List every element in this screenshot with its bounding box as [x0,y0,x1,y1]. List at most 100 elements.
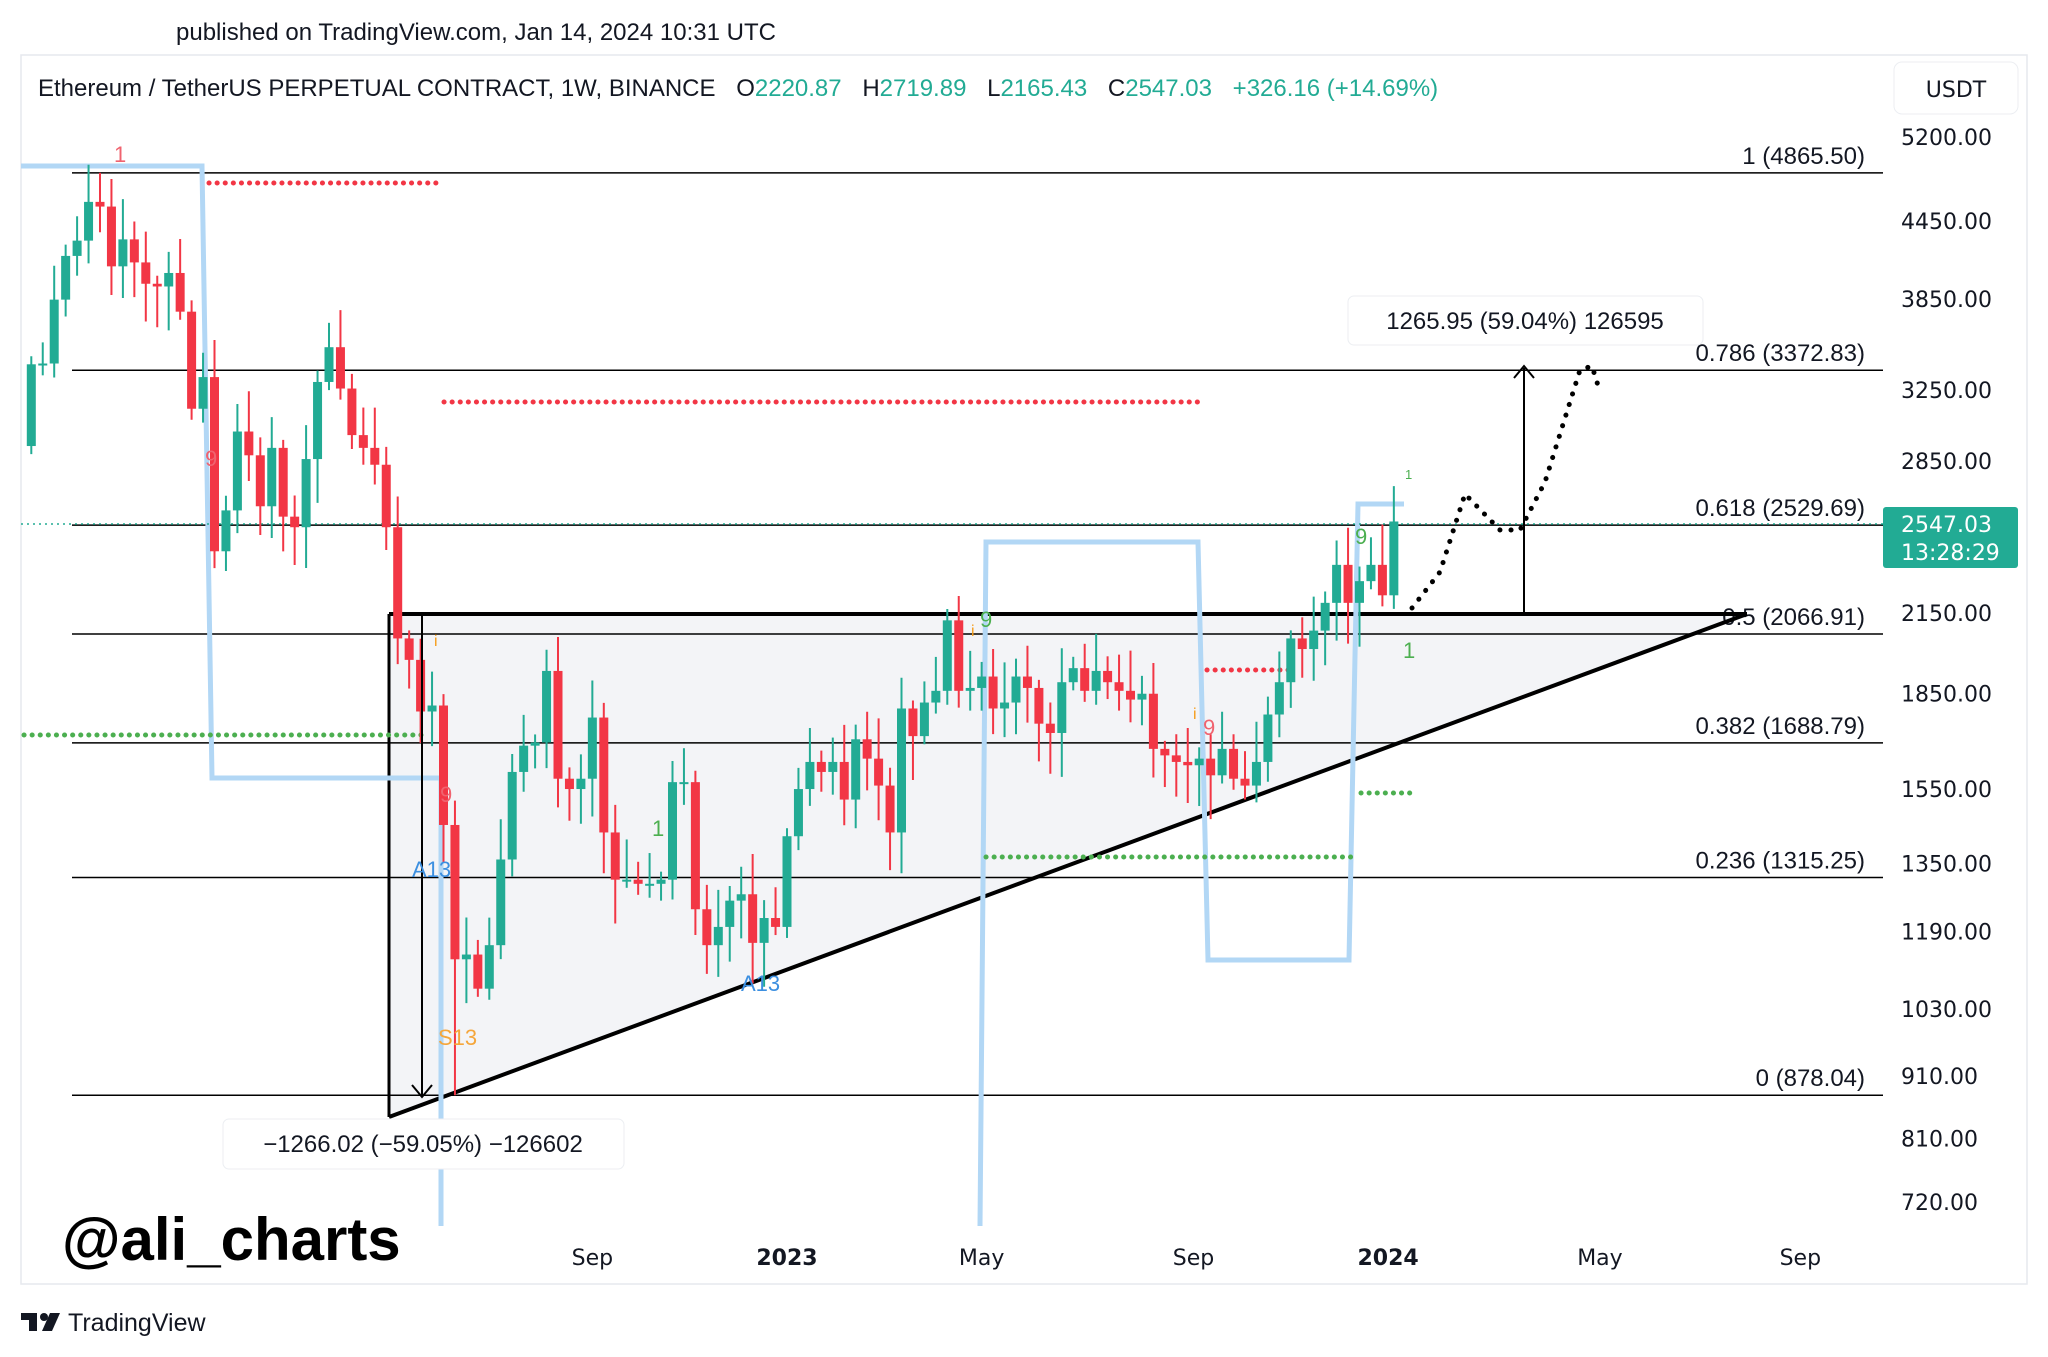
candle-body [931,690,941,703]
signal-label: i [971,623,975,640]
signal-label: A13 [412,857,451,882]
price-tick-label: 4450.00 [1901,210,1992,235]
candle-body [118,239,128,267]
candle-body [633,879,643,884]
candle [988,648,998,735]
candle [439,694,448,863]
candle-body [1274,682,1284,715]
currency-button[interactable]: USDT [1893,61,2019,115]
candle [1366,537,1376,590]
chart-frame [20,54,2028,1285]
candle-body [1355,581,1364,603]
measure-down-tool[interactable]: −1266.02 (−59.05%) −126602 [222,614,625,1170]
low-label: L [987,75,1000,102]
candle [1068,656,1078,691]
candle [1034,679,1044,762]
candle-body [84,201,94,241]
candle [1160,740,1170,788]
candle-body [370,447,380,465]
candle [49,265,59,378]
fib-level-label: 0.382 (1688.79) [1696,713,1865,740]
fib-retracement[interactable]: 1 (4865.50) 0.786 (3372.83) 0.618 (2529.69… [72,143,1883,1096]
candle-body [1011,676,1021,703]
candle [38,342,48,376]
candle-body [129,239,139,263]
price-axis[interactable]: 5200.00 4450.00 3850.00 3250.00 2850.00 2150.… [1901,126,1992,1216]
candle-body [1183,761,1193,766]
signal-label: i [1193,706,1197,723]
candle-body [690,782,700,910]
candle [1229,734,1239,790]
candle [633,861,643,895]
candle [290,495,300,565]
open-value: 2220.87 [755,75,842,102]
candle-body [255,455,265,507]
price-tick-label: 2850.00 [1901,450,1992,475]
candle [805,728,815,806]
candle-body [587,717,597,779]
candle-body [95,201,105,207]
candle [370,407,380,485]
candle-body [404,638,414,660]
candle-body [530,742,540,746]
candle-body [839,761,849,800]
candle [232,403,242,534]
candle [1103,656,1113,700]
signal-label: i [434,633,438,650]
time-tick-label: Sep [1780,1246,1821,1271]
candle [862,711,872,791]
price-tick-label: 3850.00 [1901,288,1992,313]
signal-label: 1 [1405,467,1412,482]
candle-body [679,782,689,785]
time-tick-label: 2024 [1358,1246,1419,1271]
candle [656,871,666,901]
triangle-support-line[interactable] [388,612,1748,1119]
tradingview-logo[interactable]: TradingView [21,1309,207,1337]
candle-body [942,620,952,691]
candle-body [1057,682,1067,733]
candle-body [805,761,815,790]
candle-body [828,761,838,772]
price-tick-label: 1190.00 [1901,920,1992,945]
candle-body [610,832,620,880]
price-tick-label: 1350.00 [1901,852,1992,877]
time-axis[interactable]: Sep 2023 May Sep 2024 May Sep [572,1246,1821,1271]
candle-body [1148,693,1158,749]
candle [1206,734,1216,820]
published-note: published on TradingView.com, Jan 14, 20… [176,19,776,46]
candle [347,373,357,450]
candle [1355,566,1364,647]
candle [1080,643,1090,702]
time-tick-label: May [959,1246,1004,1271]
candle [564,767,574,821]
candle-body [553,670,563,779]
candle [748,854,758,984]
candle-body [1320,602,1330,631]
fib-level-label: 0.5 (2066.91) [1722,604,1865,631]
candle [1274,651,1284,738]
candle [1126,650,1135,723]
measure-down-label: −1266.02 (−59.05%) −126602 [263,1131,583,1158]
candle-body [645,883,655,886]
candle [759,900,769,987]
candle [816,750,826,792]
signal-label: 1 [652,816,664,841]
price-tick-label: 2150.00 [1901,602,1992,627]
candle-body [427,705,437,712]
candle-body [267,447,277,507]
high-label: H [862,75,879,102]
candle-body [1160,748,1170,756]
candle [1343,527,1353,644]
candle-body [244,431,254,456]
projection-path[interactable] [1409,362,1603,611]
candle-body [1194,758,1204,766]
candle [95,172,105,233]
measure-up-tool[interactable]: 1265.95 (59.04%) 126595 [1347,295,1704,614]
candle [1057,648,1067,777]
candle-body [301,459,311,528]
candle [278,439,288,552]
candle [1022,645,1032,723]
candle [610,804,620,924]
candle-body [1000,702,1010,709]
